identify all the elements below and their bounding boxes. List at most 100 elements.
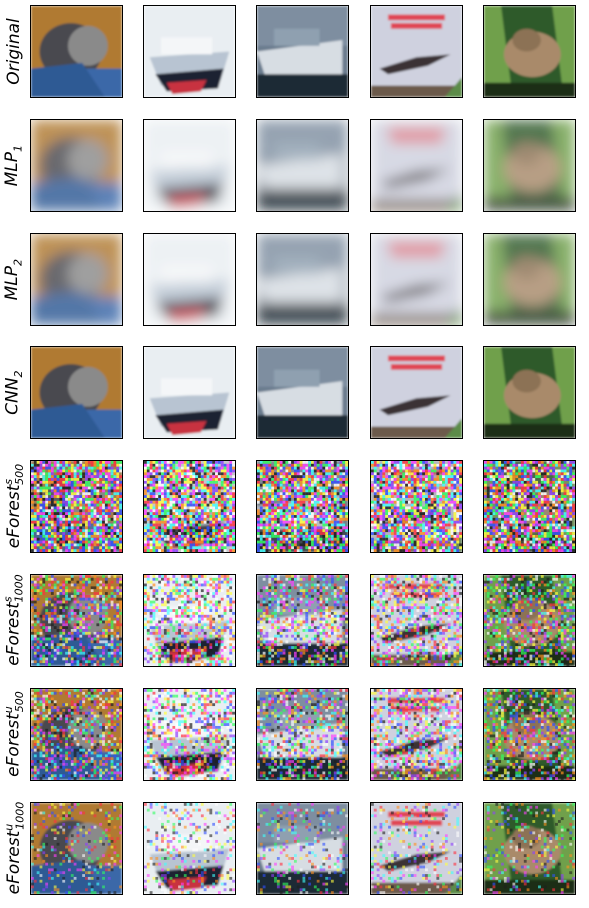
image-cat <box>31 120 122 211</box>
image-tile-cat <box>30 460 123 553</box>
image-book-airplane <box>371 803 462 894</box>
row-label-text: eForestu1000 <box>2 802 27 895</box>
image-tile-book-airplane <box>370 460 463 553</box>
row-label-subscript: 1000 <box>13 574 27 603</box>
image-tile-book-airplane <box>370 346 463 439</box>
row-label-text: Original <box>4 18 24 85</box>
image-cat <box>31 6 122 97</box>
image-tile-frog <box>483 119 576 212</box>
row-label-subscript: 2 <box>11 370 25 378</box>
image-ship-1 <box>144 120 235 211</box>
row-label: Original <box>0 5 28 98</box>
image-ship-2 <box>257 803 348 894</box>
image-ship-1 <box>144 6 235 97</box>
image-tile-ship-2 <box>256 119 349 212</box>
row-label: MLP1 <box>0 119 28 212</box>
row-label-text: MLP1 <box>2 145 24 187</box>
row-label-main: CNN <box>2 377 23 415</box>
image-tile-ship-1 <box>143 5 236 98</box>
row-label: MLP2 <box>0 233 28 326</box>
image-tile-frog <box>483 233 576 326</box>
image-tile-ship-2 <box>256 346 349 439</box>
row-label-main: eForest <box>3 713 24 778</box>
image-cat <box>31 234 122 325</box>
image-cat <box>31 347 122 438</box>
row-label-subscript: 1000 <box>13 802 27 831</box>
row-label: eForestu1000 <box>0 802 28 895</box>
image-ship-2 <box>257 689 348 780</box>
image-cat <box>31 461 122 552</box>
row-label-main: eForest <box>3 485 24 549</box>
image-book-airplane <box>371 347 462 438</box>
image-tile-book-airplane <box>370 5 463 98</box>
row-label-text: CNN2 <box>2 370 25 415</box>
row-label: eForests500 <box>0 460 28 553</box>
image-tile-ship-1 <box>143 346 236 439</box>
image-ship-1 <box>144 575 235 666</box>
image-ship-2 <box>257 6 348 97</box>
image-tile-cat <box>30 574 123 667</box>
image-ship-2 <box>257 234 348 325</box>
image-tile-cat <box>30 233 123 326</box>
image-tile-book-airplane <box>370 119 463 212</box>
image-tile-book-airplane <box>370 688 463 781</box>
image-book-airplane <box>371 575 462 666</box>
image-tile-book-airplane <box>370 233 463 326</box>
image-book-airplane <box>371 6 462 97</box>
row-label-subscript: 2 <box>11 258 25 266</box>
image-tile-ship-1 <box>143 460 236 553</box>
image-ship-1 <box>144 803 235 894</box>
image-cat <box>31 575 122 666</box>
image-tile-frog <box>483 346 576 439</box>
image-tile-ship-1 <box>143 802 236 895</box>
row-label-text: eForests500 <box>2 464 26 549</box>
image-cat <box>31 803 122 894</box>
image-cat <box>31 689 122 780</box>
image-tile-ship-1 <box>143 688 236 781</box>
image-book-airplane <box>371 461 462 552</box>
image-tile-frog <box>483 460 576 553</box>
image-tile-ship-2 <box>256 574 349 667</box>
image-tile-frog <box>483 574 576 667</box>
row-label: eForestu500 <box>0 688 28 781</box>
image-book-airplane <box>371 120 462 211</box>
row-label: CNN2 <box>0 346 28 439</box>
image-tile-ship-2 <box>256 802 349 895</box>
image-tile-ship-1 <box>143 119 236 212</box>
image-tile-book-airplane <box>370 574 463 667</box>
image-ship-1 <box>144 347 235 438</box>
image-ship-2 <box>257 575 348 666</box>
image-book-airplane <box>371 234 462 325</box>
image-tile-ship-1 <box>143 233 236 326</box>
image-tile-ship-2 <box>256 688 349 781</box>
image-tile-ship-2 <box>256 5 349 98</box>
image-tile-ship-1 <box>143 574 236 667</box>
image-frog <box>484 120 575 211</box>
row-label-main: eForest <box>3 831 24 895</box>
row-label-main: eForest <box>3 602 24 667</box>
image-tile-ship-2 <box>256 233 349 326</box>
image-tile-frog <box>483 688 576 781</box>
image-frog <box>484 234 575 325</box>
image-frog <box>484 6 575 97</box>
image-tile-cat <box>30 5 123 98</box>
image-tile-cat <box>30 346 123 439</box>
image-frog <box>484 803 575 894</box>
image-ship-2 <box>257 347 348 438</box>
row-label-text: eForestu500 <box>2 692 26 778</box>
row-label: eForests1000 <box>0 574 28 667</box>
image-frog <box>484 347 575 438</box>
image-ship-1 <box>144 234 235 325</box>
row-label-text: eForests1000 <box>2 574 27 667</box>
image-tile-cat <box>30 119 123 212</box>
image-ship-2 <box>257 120 348 211</box>
row-label-main: MLP <box>2 151 23 187</box>
image-book-airplane <box>371 689 462 780</box>
image-ship-1 <box>144 461 235 552</box>
image-frog <box>484 575 575 666</box>
image-frog <box>484 689 575 780</box>
image-tile-cat <box>30 802 123 895</box>
image-tile-book-airplane <box>370 802 463 895</box>
image-tile-cat <box>30 688 123 781</box>
